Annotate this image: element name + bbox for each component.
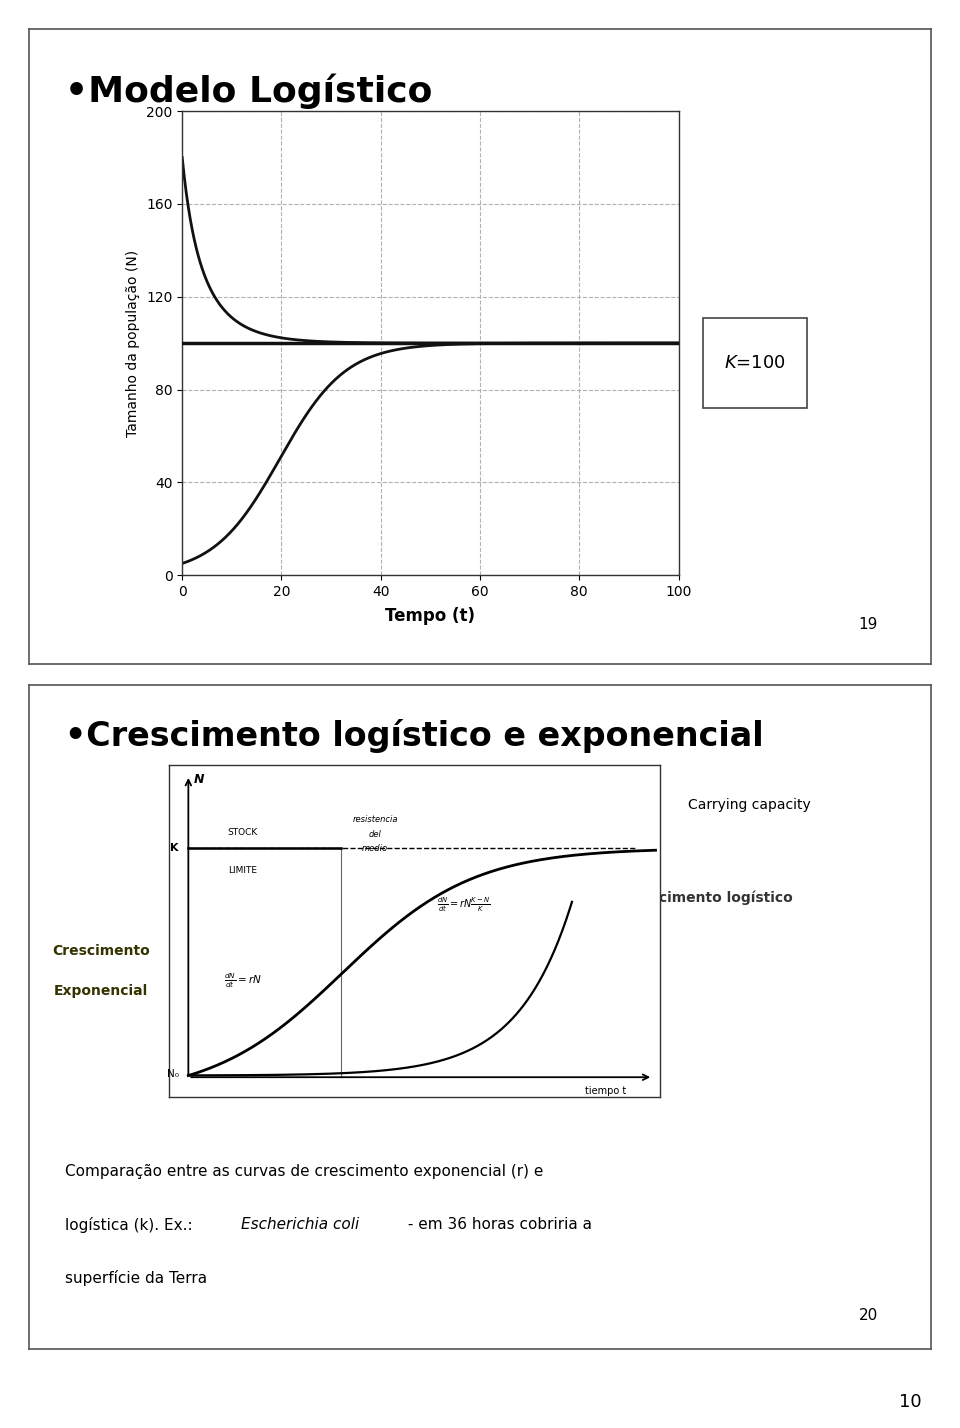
Text: - em 36 horas cobriria a: - em 36 horas cobriria a [403, 1217, 592, 1232]
Text: N₀: N₀ [166, 1070, 179, 1080]
Text: 20: 20 [858, 1308, 877, 1322]
X-axis label: Tempo (t): Tempo (t) [385, 607, 475, 625]
Text: del: del [369, 830, 382, 838]
Text: Comparação entre as curvas de crescimento exponencial (r) e: Comparação entre as curvas de cresciment… [65, 1164, 543, 1178]
Text: tiempo t: tiempo t [585, 1085, 626, 1095]
Text: 10: 10 [899, 1392, 922, 1411]
Text: $\frac{dN}{dt} = rN\frac{K-N}{K}$: $\frac{dN}{dt} = rN\frac{K-N}{K}$ [437, 895, 491, 914]
Text: •Modelo Logístico: •Modelo Logístico [65, 73, 432, 109]
Text: Exponencial: Exponencial [54, 984, 148, 998]
Text: Carrying capacity: Carrying capacity [687, 798, 810, 813]
Text: $\frac{dN}{dt} = rN$: $\frac{dN}{dt} = rN$ [224, 971, 261, 990]
FancyBboxPatch shape [704, 318, 807, 408]
Text: logística (k). Ex.:: logística (k). Ex.: [65, 1217, 198, 1232]
Text: Crescimento: Crescimento [52, 944, 150, 958]
Text: superfície da Terra: superfície da Terra [65, 1269, 207, 1285]
Text: Crescimento logístico: Crescimento logístico [624, 891, 793, 905]
Text: 19: 19 [858, 617, 877, 633]
Y-axis label: Tamanho da população (N): Tamanho da população (N) [127, 250, 140, 437]
Text: K: K [170, 843, 179, 853]
Text: •Crescimento logístico e exponencial: •Crescimento logístico e exponencial [65, 718, 763, 753]
Text: Escherichia coli: Escherichia coli [241, 1217, 359, 1232]
Text: LIMITE: LIMITE [228, 867, 256, 875]
Text: resistencia: resistencia [352, 814, 398, 824]
Text: medio: medio [362, 844, 388, 854]
Text: N: N [193, 774, 204, 787]
Text: $\it{K}$=100: $\it{K}$=100 [725, 354, 786, 371]
Text: STOCK: STOCK [228, 827, 258, 837]
